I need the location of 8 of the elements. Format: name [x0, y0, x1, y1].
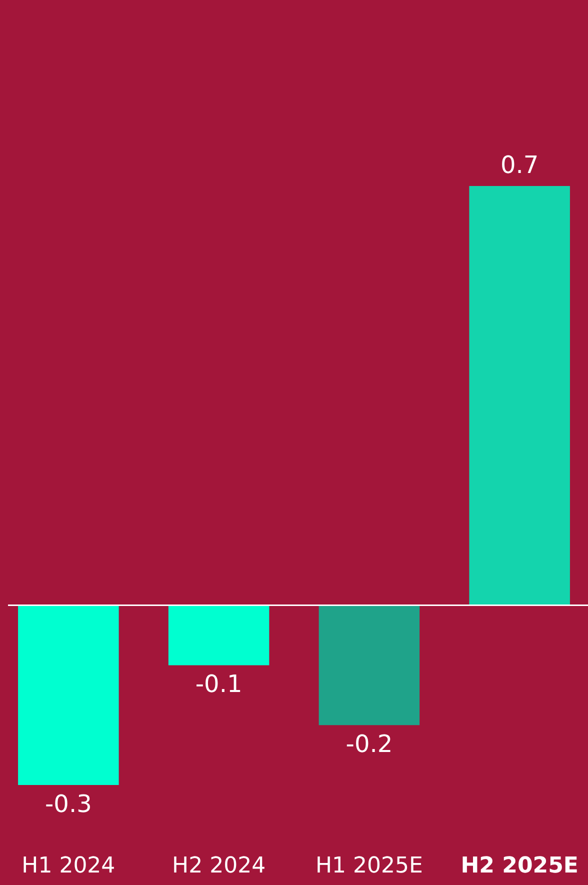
data-label: -0.1 [195, 670, 242, 698]
x-tick-label: H1 2025E [315, 854, 423, 878]
data-label: -0.2 [346, 730, 393, 758]
data-label: 0.7 [500, 151, 539, 179]
data-label: -0.3 [45, 790, 92, 818]
x-tick-label: H2 2025E [460, 854, 578, 878]
x-tick-label: H1 2024 [22, 854, 116, 878]
x-tick-label: H2 2024 [172, 854, 266, 878]
